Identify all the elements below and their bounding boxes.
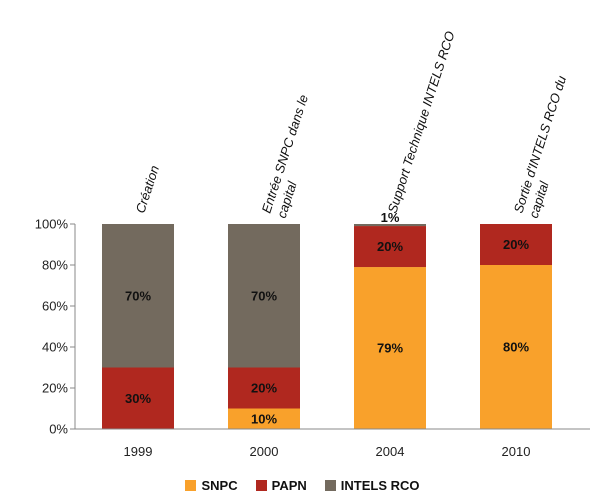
legend-swatch bbox=[324, 480, 336, 491]
y-tick-label: 60% bbox=[42, 299, 68, 314]
data-label: 20% bbox=[377, 239, 403, 254]
y-axis: 0% 20% 40% 60% 80% 100% bbox=[35, 217, 76, 437]
legend: SNPC PAPN INTELS RCO bbox=[0, 478, 605, 493]
legend-item: INTELS RCO bbox=[324, 478, 420, 493]
annotation-line: Création bbox=[133, 164, 162, 215]
y-tick-label: 40% bbox=[42, 340, 68, 355]
legend-label: INTELS RCO bbox=[340, 478, 420, 493]
annotation-line: Support Technique INTELS RCO bbox=[385, 29, 458, 215]
bar-segment-intels-rco bbox=[102, 224, 174, 368]
y-tick-label: 100% bbox=[35, 217, 69, 232]
bar-segment-intels-rco bbox=[228, 224, 300, 368]
data-label: 30% bbox=[125, 391, 151, 406]
bar-segment-papn bbox=[228, 367, 300, 409]
legend-swatch bbox=[185, 480, 197, 491]
bar-segment-papn bbox=[354, 226, 426, 268]
data-label: 70% bbox=[251, 288, 277, 303]
bar-segment-snpc bbox=[480, 265, 552, 429]
data-labels: 30% 70% 10% 20% 70% 79% 20% 1% 80% 20% bbox=[125, 210, 529, 426]
bar-segment-intels-rco bbox=[354, 224, 426, 227]
data-label: 20% bbox=[251, 381, 277, 396]
data-label: 70% bbox=[125, 288, 151, 303]
x-axis: 1999 2000 2004 2010 bbox=[75, 428, 590, 459]
data-label: 80% bbox=[503, 340, 529, 355]
data-label: 1% bbox=[381, 210, 400, 225]
data-label: 79% bbox=[377, 341, 403, 356]
legend-item: PAPN bbox=[255, 478, 307, 493]
bar-segment-papn bbox=[102, 367, 174, 429]
data-label: 20% bbox=[503, 237, 529, 252]
bar-annotation: Support Technique INTELS RCO bbox=[385, 29, 458, 215]
bar-segment-snpc bbox=[354, 267, 426, 429]
y-tick-label: 80% bbox=[42, 258, 68, 273]
x-tick-label: 1999 bbox=[124, 444, 153, 459]
legend-item: SNPC bbox=[185, 478, 238, 493]
legend-label: SNPC bbox=[201, 478, 238, 493]
bars bbox=[102, 224, 552, 429]
bar-segment-snpc bbox=[228, 408, 300, 429]
bar-segment-papn bbox=[480, 224, 552, 265]
x-tick-label: 2010 bbox=[502, 444, 531, 459]
legend-swatch bbox=[255, 480, 267, 491]
bar-annotation: Création bbox=[133, 164, 162, 215]
x-tick-label: 2000 bbox=[250, 444, 279, 459]
y-tick-label: 20% bbox=[42, 381, 68, 396]
y-tick-label: 0% bbox=[49, 422, 68, 437]
data-label: 10% bbox=[251, 411, 277, 426]
legend-label: PAPN bbox=[271, 478, 307, 493]
x-tick-label: 2004 bbox=[376, 444, 405, 459]
